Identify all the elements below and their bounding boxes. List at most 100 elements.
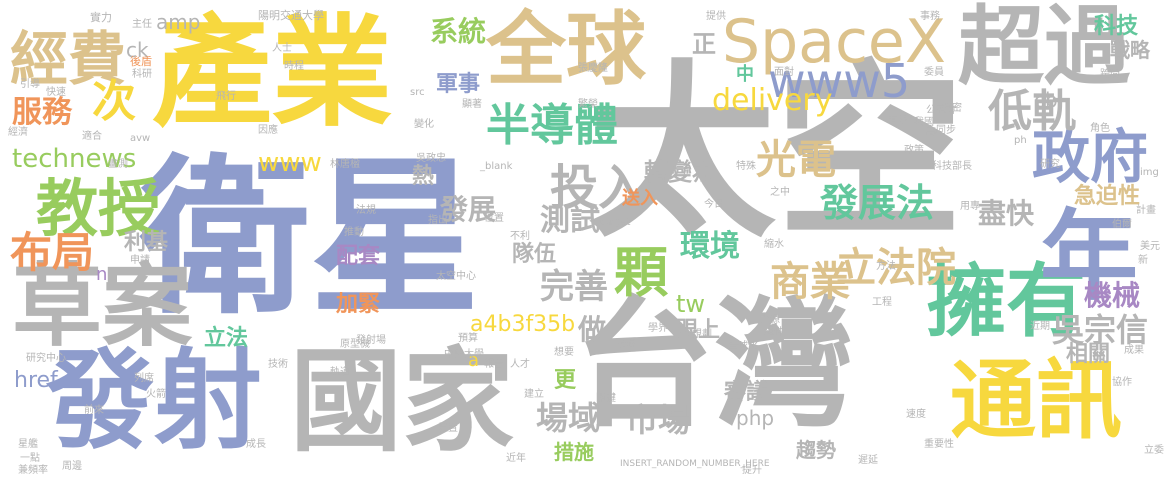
word: 法規 <box>356 205 376 216</box>
word: 通訊 <box>950 351 1122 451</box>
word: 商業 <box>770 259 850 305</box>
word: 成長 <box>246 439 266 450</box>
word: 面對 <box>774 67 794 78</box>
word: 縮水 <box>764 239 784 250</box>
word: 市場 <box>626 401 691 439</box>
word: SpaceX <box>722 7 946 77</box>
word: 同步 <box>936 125 956 136</box>
word: 立法院 <box>836 245 956 291</box>
word: 繁榮 <box>578 99 598 110</box>
word: 公聽會 <box>926 105 956 116</box>
word: 今日 <box>704 199 724 210</box>
word: 吳宗信 <box>1052 311 1149 349</box>
word: 更 <box>554 368 577 393</box>
word: 事務 <box>920 11 940 22</box>
word: 提供 <box>706 11 726 22</box>
word: technews <box>12 144 137 174</box>
word: 經濟 <box>8 127 28 138</box>
word: delivery <box>712 83 833 118</box>
word: 國家 <box>290 337 514 467</box>
word: 科技 <box>1094 14 1139 39</box>
word: 組件 <box>764 327 784 338</box>
word: 服務 <box>12 95 72 130</box>
word: 特殊 <box>736 161 756 172</box>
word: 工程 <box>872 297 892 308</box>
word: 低軌 <box>988 86 1076 137</box>
word: 變化 <box>414 119 434 130</box>
word: tw <box>676 290 706 318</box>
word: 想要 <box>554 347 574 358</box>
word: target <box>600 217 631 228</box>
word: 主任 <box>132 19 152 30</box>
word: 系統 <box>430 15 487 48</box>
word: 關鍵 <box>596 393 616 404</box>
word: 發展 <box>440 193 497 226</box>
word: 遲延 <box>858 455 878 466</box>
word: 產業 <box>152 4 392 143</box>
word: 頻率 <box>28 465 48 476</box>
word: a4b3f35b <box>470 312 576 337</box>
word: 學界 <box>648 323 668 334</box>
word: 立委 <box>1144 445 1164 456</box>
word: avw <box>130 133 151 144</box>
word: 中 <box>736 64 754 85</box>
word: 協作 <box>1112 377 1132 388</box>
word: 顯著 <box>462 99 482 110</box>
word: 投入 <box>550 160 647 216</box>
word: 科技部長 <box>932 161 972 172</box>
word: 台灣 <box>574 284 855 447</box>
word: 有限 <box>888 115 908 126</box>
word: 急迫性 <box>1074 184 1141 209</box>
word: 太空中心 <box>436 271 476 282</box>
word: 快速 <box>46 87 66 98</box>
word: 發射場 <box>356 335 386 346</box>
word: 新 <box>1138 255 1148 266</box>
word: 設置 <box>438 423 458 434</box>
word: 科研 <box>132 69 152 80</box>
word: 指出 <box>428 215 448 226</box>
word: 列席 <box>134 373 154 384</box>
word: 成果 <box>1124 345 1144 356</box>
word: 顆 <box>614 241 668 304</box>
word: 正 <box>692 30 716 58</box>
word: 轉變為 <box>644 158 716 186</box>
word: 建立 <box>524 389 544 400</box>
word: 飛行 <box>216 91 236 102</box>
word: 教授 <box>36 172 161 245</box>
word: 美元 <box>1140 241 1160 252</box>
word: a <box>468 350 480 371</box>
word: 精密 <box>942 103 962 114</box>
word: 熱 <box>412 164 435 189</box>
word: 政策 <box>904 145 924 156</box>
word: 因應 <box>258 125 278 136</box>
word: 推動 <box>344 227 364 238</box>
word: 我國 <box>914 117 934 128</box>
word: 利基 <box>124 230 169 255</box>
word: 衛星 <box>140 140 481 338</box>
word: 草案 <box>12 254 192 359</box>
word: 預算 <box>458 333 478 344</box>
word: 前來 <box>84 405 104 416</box>
word: 規劃 <box>692 329 712 340</box>
word: 計畫 <box>1136 205 1156 216</box>
word: _blank <box>480 161 513 172</box>
word: 軌道 <box>330 367 350 378</box>
word: 一點 <box>20 453 40 464</box>
word: 加緊 <box>336 292 381 317</box>
word: 近期 <box>1030 321 1050 332</box>
word: 實力 <box>90 11 112 24</box>
word: 資源 <box>760 315 780 326</box>
word: 高 <box>926 127 936 138</box>
word: 扮演 <box>616 339 636 350</box>
word: 太空 <box>588 44 964 263</box>
word: 近年 <box>506 453 526 464</box>
word: 星艦 <box>18 439 38 450</box>
word: 戰略 <box>1110 38 1150 62</box>
word: 不利 <box>510 231 530 242</box>
word: INSERT_RANDOM_NUMBER_HERE <box>620 459 770 469</box>
word: 引導 <box>20 79 40 90</box>
word: 軍事 <box>436 72 481 97</box>
word: 角色 <box>1090 123 1110 134</box>
word: 送入 <box>622 188 658 209</box>
